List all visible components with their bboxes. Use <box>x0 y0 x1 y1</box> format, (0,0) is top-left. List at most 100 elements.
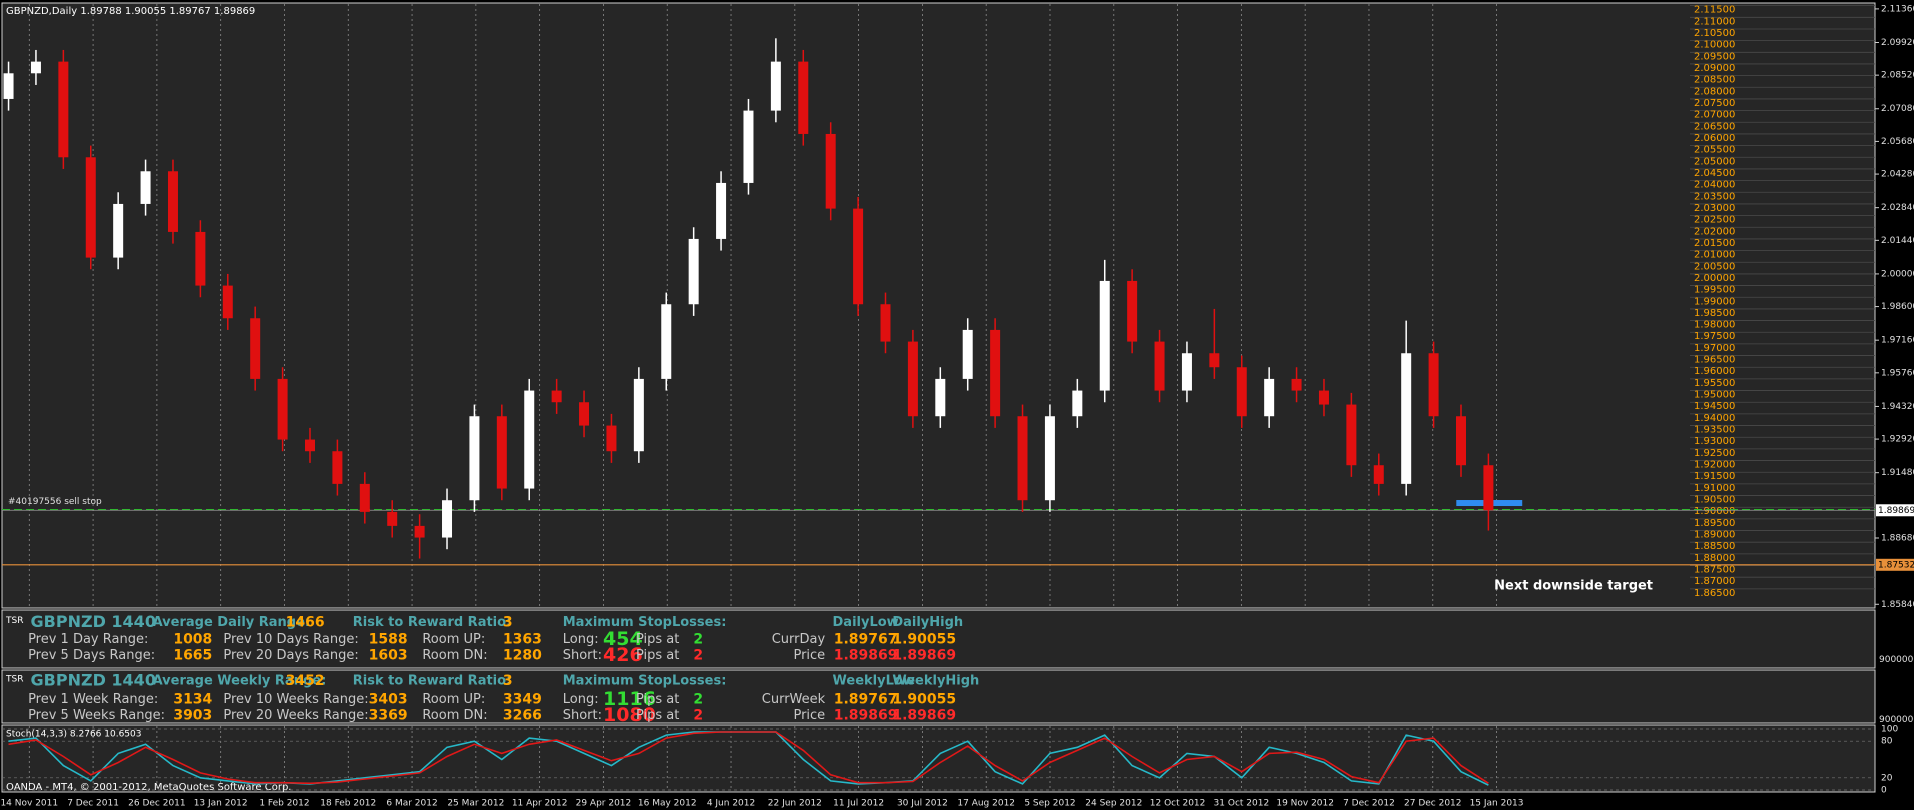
copyright: OANDA - MT4, © 2001-2012, MetaQuotes Sof… <box>6 782 291 793</box>
level-label: 1.89500 <box>1694 518 1735 529</box>
y-tick-label: 1.91480 <box>1881 468 1914 478</box>
candle-body <box>496 416 507 489</box>
candle-body <box>633 378 644 452</box>
candle-body <box>661 304 672 379</box>
panel-cell: 1.90055 <box>892 691 956 707</box>
candle-body <box>743 110 754 183</box>
candle-body <box>167 171 178 232</box>
panel-cell: Short: <box>563 708 602 723</box>
candle-body <box>935 378 946 417</box>
panel-cell: Prev 1 Day Range: <box>28 632 148 647</box>
candle-body <box>1072 390 1083 417</box>
x-tick-label: 11 Jul 2012 <box>833 799 884 809</box>
candle-body <box>907 341 918 417</box>
panel-cell: 1363 <box>503 632 542 648</box>
panel-heading: Risk to Reward Ratio: <box>353 674 511 689</box>
panel-cell: 1.89869 <box>834 707 898 723</box>
x-tick-label: 13 Jan 2012 <box>194 799 248 809</box>
candle-body <box>1154 341 1165 391</box>
panel-cell: 3403 <box>369 691 408 707</box>
daily-panel-frame <box>1 609 1876 669</box>
x-tick-label: 24 Sep 2012 <box>1085 799 1142 809</box>
panel-heading: Average Daily Range: <box>153 615 311 630</box>
level-label: 2.07500 <box>1694 98 1735 109</box>
candle-body <box>387 511 398 526</box>
candle-body <box>990 329 1001 417</box>
candle-body <box>688 238 699 305</box>
candle-body <box>1236 367 1247 417</box>
panel-cell: 3266 <box>503 707 542 723</box>
panel-cell: 2 <box>693 632 703 648</box>
level-label: 2.02500 <box>1694 215 1735 226</box>
y-tick-label: 2.11360 <box>1881 4 1914 14</box>
x-tick-label: 5 Sep 2012 <box>1024 799 1075 809</box>
candle-body <box>359 483 370 512</box>
x-tick-label: 31 Oct 2012 <box>1214 799 1270 809</box>
x-tick-label: 7 Dec 2012 <box>1343 799 1395 809</box>
candle-body <box>469 416 480 501</box>
level-label: 1.87500 <box>1694 565 1735 576</box>
panel-heading: WeeklyLow <box>833 674 915 689</box>
x-tick-label: 30 Jul 2012 <box>897 799 948 809</box>
panel-cell: Long: <box>563 692 599 707</box>
panel-cell: 1.89869 <box>834 648 898 664</box>
panel-cell: Prev 20 Days Range: <box>223 648 358 663</box>
candle-body <box>1483 465 1494 511</box>
level-label: 2.09000 <box>1694 63 1735 74</box>
y-tick-label: 1.98600 <box>1881 302 1914 312</box>
level-label: 2.02000 <box>1694 226 1735 237</box>
x-tick-label: 17 Aug 2012 <box>957 799 1015 809</box>
level-label: 1.99500 <box>1694 285 1735 296</box>
panel-axis-label: 9000000 <box>1879 715 1914 725</box>
level-label: 1.98500 <box>1694 308 1735 319</box>
x-tick-label: 22 Jun 2012 <box>768 799 822 809</box>
x-tick-label: 25 Mar 2012 <box>447 799 504 809</box>
x-tick-label: 1 Feb 2012 <box>259 799 309 809</box>
y-tick-label: 2.09920 <box>1881 38 1914 48</box>
panel-cell: Prev 1 Week Range: <box>28 692 158 707</box>
y-tick-label: 1.97160 <box>1881 336 1914 346</box>
y-tick-label: 80 <box>1881 737 1893 747</box>
panel-cell: CurrWeek <box>762 692 826 707</box>
level-label: 1.92000 <box>1694 460 1735 471</box>
panel-heading: Maximum StopLosses: <box>563 615 727 630</box>
candle-body <box>798 61 809 134</box>
level-label: 1.89000 <box>1694 530 1735 541</box>
x-tick-label: 29 Apr 2012 <box>576 799 632 809</box>
level-label: 2.08000 <box>1694 86 1735 97</box>
y-tick-label: 0 <box>1881 786 1887 796</box>
y-tick-label: 2.08520 <box>1881 71 1914 81</box>
panel-cell: 2 <box>693 691 703 707</box>
y-tick-label: 1.92920 <box>1881 435 1914 445</box>
candle-body <box>3 73 14 99</box>
candle-body <box>1209 353 1220 368</box>
level-label: 2.05000 <box>1694 156 1735 167</box>
panel-cell: Pips at <box>636 648 679 663</box>
candle-body <box>30 61 41 74</box>
panel-cell: Pips at <box>636 708 679 723</box>
panel-axis-label: 9000000 <box>1879 655 1914 665</box>
panel-heading: 1466 <box>286 615 325 631</box>
level-label: 1.96500 <box>1694 355 1735 366</box>
panel-cell: Pips at <box>636 632 679 647</box>
level-label: 1.87000 <box>1694 576 1735 587</box>
panel-heading: GBPNZD 1440 <box>31 671 156 690</box>
panel-cell: Room UP: <box>422 632 485 647</box>
panel-cell: 1.89869 <box>892 648 956 664</box>
candle-body <box>85 157 96 258</box>
panel-tag: TSR <box>5 675 23 685</box>
level-label: 2.03500 <box>1694 191 1735 202</box>
panel-cell: 1588 <box>369 632 408 648</box>
candle-body <box>414 525 425 538</box>
panel-cell: 1080 <box>603 704 656 726</box>
level-label: 2.04000 <box>1694 180 1735 191</box>
stoch-title: Stoch(14,3,3) 8.2766 10.6503 <box>6 730 141 740</box>
level-label: 2.08500 <box>1694 75 1735 86</box>
candle-body <box>250 318 261 379</box>
level-label: 2.09500 <box>1694 51 1735 62</box>
panel-cell: Room DN: <box>422 708 487 723</box>
panel-cell: Long: <box>563 632 599 647</box>
candle-body <box>579 402 590 426</box>
level-label: 2.11000 <box>1694 16 1735 27</box>
panel-heading: 3452 <box>286 673 325 689</box>
